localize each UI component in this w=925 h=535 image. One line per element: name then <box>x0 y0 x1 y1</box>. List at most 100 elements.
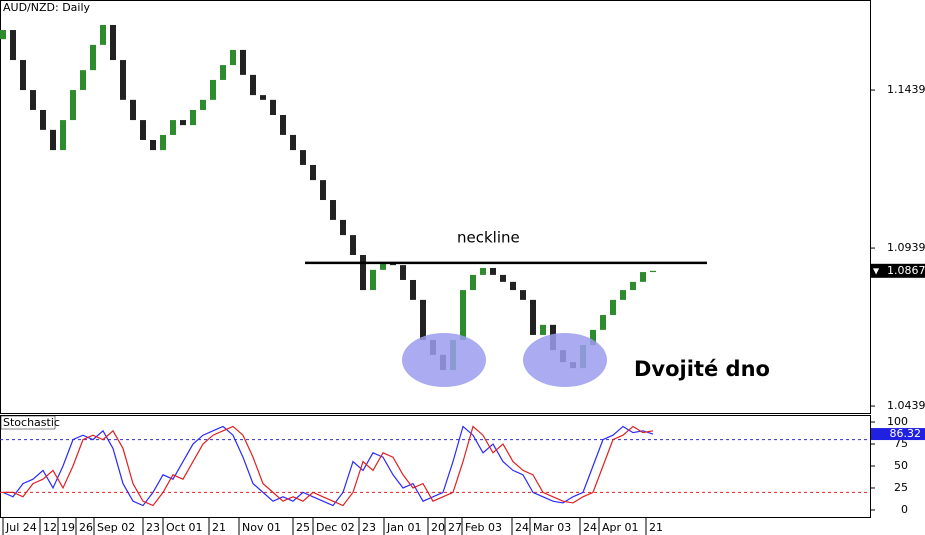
x-tick-label: 21 <box>212 521 226 534</box>
candle <box>290 134 296 151</box>
stoch-title-bg <box>0 415 56 430</box>
candle <box>240 49 246 75</box>
x-tick-label: Sep 02 <box>97 521 135 534</box>
candle <box>280 115 286 135</box>
current-price: 1.0867 <box>887 264 925 277</box>
y-tick-label: 1.0939 <box>887 241 925 254</box>
neckline-label: neckline <box>457 229 520 247</box>
candle <box>80 70 86 91</box>
candle <box>620 290 626 300</box>
candle <box>10 30 16 61</box>
candle <box>60 120 66 151</box>
candle <box>250 74 256 96</box>
x-tick-label: 12 <box>43 521 57 534</box>
y-tick-label: 25 <box>894 481 908 494</box>
chart-title: AUD/NZD: Daily <box>3 1 91 14</box>
candle <box>460 290 466 341</box>
candle <box>400 265 406 280</box>
x-tick-label: Oct 01 <box>166 521 203 534</box>
candle <box>30 90 36 110</box>
candle <box>540 324 546 335</box>
candle <box>610 299 616 316</box>
x-tick-label: Apr 01 <box>602 521 639 534</box>
candle <box>500 274 506 282</box>
candle <box>70 90 76 121</box>
candle <box>310 164 316 181</box>
price-box <box>871 263 925 278</box>
candle <box>410 279 416 300</box>
current-stoch: 86.32 <box>890 427 922 440</box>
candle <box>20 60 26 91</box>
candle <box>320 180 326 201</box>
value-box <box>871 428 925 441</box>
candle <box>370 269 376 291</box>
candle <box>530 299 536 335</box>
stochastic-panel <box>0 415 871 518</box>
x-tick-label: 27 <box>448 521 462 534</box>
candle <box>480 267 486 275</box>
y-tick-label: 50 <box>894 459 908 472</box>
bottom-marker <box>402 333 486 387</box>
candle <box>0 30 6 40</box>
candle <box>90 44 96 71</box>
candle <box>150 139 156 151</box>
y-tick-label: 0 <box>901 503 908 516</box>
candle <box>350 235 356 256</box>
candle <box>640 272 646 282</box>
candle <box>200 99 206 110</box>
candle <box>40 109 46 130</box>
y-tick-label: 1.1439 <box>887 83 925 96</box>
x-tick-label: Nov 01 <box>242 521 281 534</box>
x-tick-label: Jul 24 <box>5 521 37 534</box>
candle <box>230 49 236 66</box>
candle <box>650 270 656 273</box>
candle <box>490 267 496 275</box>
x-tick-label: 25 <box>296 521 310 534</box>
candle <box>140 120 146 140</box>
stochastic-line <box>3 425 654 507</box>
x-tick-label: 23 <box>146 521 160 534</box>
x-tick-label: 23 <box>362 521 376 534</box>
candle <box>420 299 426 341</box>
y-tick-label: 75 <box>894 437 908 450</box>
candle <box>340 219 346 236</box>
pattern-label: Dvojité dno <box>634 357 770 381</box>
x-tick-label: Feb 03 <box>465 521 502 534</box>
price-panel <box>0 0 871 414</box>
candle <box>180 120 186 126</box>
stochastic-line <box>2 425 654 507</box>
candle <box>470 274 476 291</box>
candle <box>630 281 636 291</box>
candle <box>300 150 306 165</box>
bottom-marker <box>523 333 607 387</box>
candle <box>600 315 606 330</box>
y-tick-label: 100 <box>887 415 908 428</box>
candle <box>520 290 526 300</box>
candle <box>100 24 106 45</box>
candle <box>360 255 366 291</box>
candle <box>160 134 166 151</box>
candle <box>270 99 276 116</box>
y-tick-label: 1.0439 <box>887 399 925 412</box>
x-tick-label: 21 <box>649 521 663 534</box>
x-tick-label: Dec 02 <box>316 521 355 534</box>
x-tick-label: Mar 03 <box>533 521 571 534</box>
candle <box>120 60 126 100</box>
candle <box>170 120 176 135</box>
candle <box>130 99 136 121</box>
candle <box>330 200 336 220</box>
x-tick-label: Jan 01 <box>386 521 421 534</box>
x-tick-label: 24 <box>515 521 529 534</box>
candle <box>190 109 196 126</box>
x-tick-label: 19 <box>61 521 75 534</box>
candle <box>210 79 216 100</box>
title-bg <box>1 1 83 15</box>
candle <box>50 129 56 151</box>
x-tick-label: 26 <box>79 521 93 534</box>
x-tick-label: 20 <box>431 521 445 534</box>
candle <box>380 261 386 270</box>
candle <box>590 329 596 346</box>
price-arrow: ▼ <box>873 266 880 275</box>
candle <box>260 95 266 100</box>
